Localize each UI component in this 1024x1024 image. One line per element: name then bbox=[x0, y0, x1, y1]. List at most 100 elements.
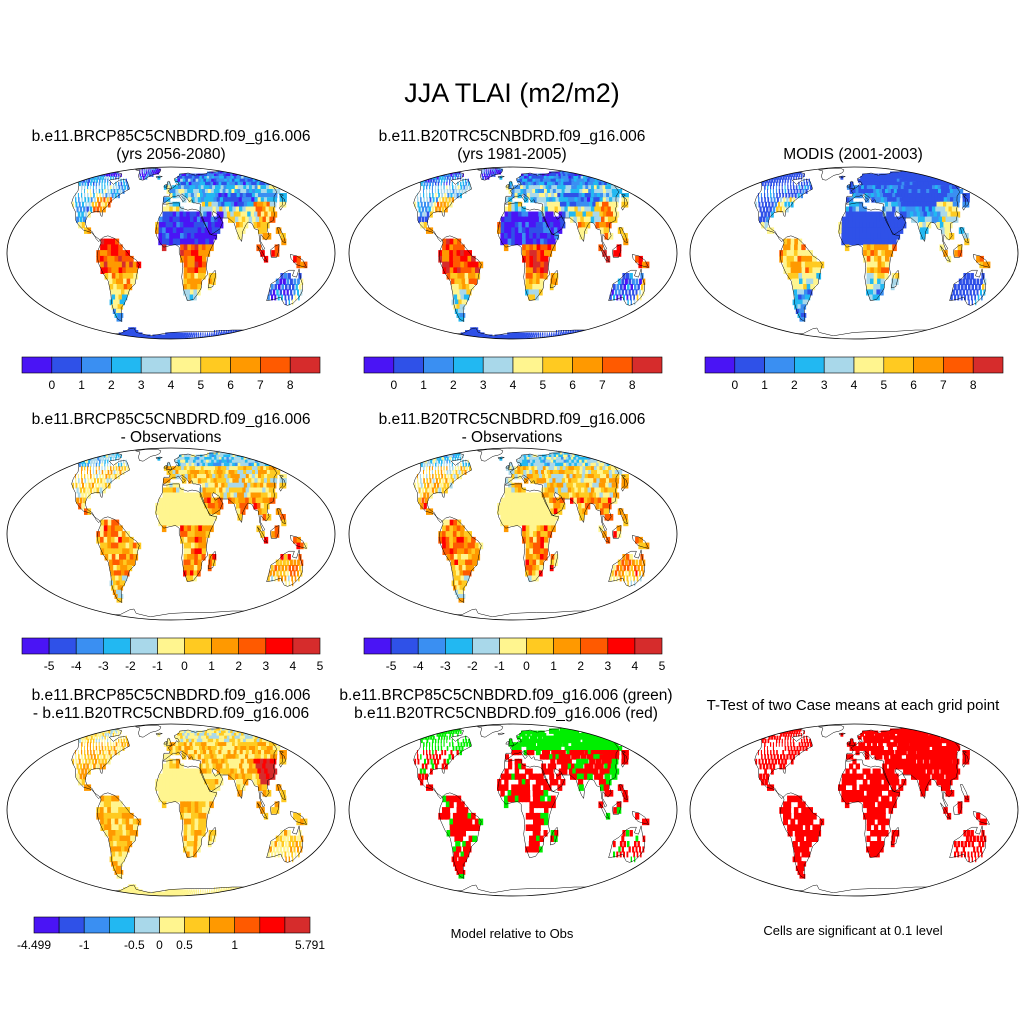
colorbar-box bbox=[200, 356, 231, 374]
map-border bbox=[348, 166, 678, 340]
panel-4-map bbox=[6, 447, 336, 621]
map-border bbox=[6, 166, 336, 340]
coastline bbox=[949, 268, 986, 306]
colorbar-tick-label: -2 bbox=[467, 659, 478, 673]
coastline bbox=[96, 516, 140, 604]
coastline bbox=[266, 268, 303, 306]
panel-6-title-line-1: b.e11.BRCP85C5CNBDRD.f09_g16.006 bbox=[31, 687, 311, 704]
coastline bbox=[166, 180, 173, 190]
coastline bbox=[163, 184, 168, 188]
panel-7-caption: Model relative to Obs bbox=[450, 926, 574, 941]
panel-5-map bbox=[348, 447, 678, 621]
coastline bbox=[289, 254, 308, 268]
colorbar-tick-label: 4 bbox=[632, 659, 639, 673]
colorbar-box bbox=[260, 356, 291, 374]
colorbar-tick-label: 4 bbox=[290, 659, 297, 673]
panel-6-colorbar: -4.499 -1 -0.5 0 0.5 1 5.791 bbox=[17, 916, 325, 952]
coastline bbox=[608, 268, 645, 306]
colorbar-box bbox=[21, 637, 50, 655]
coastline bbox=[207, 550, 216, 570]
panel-8-title-line-1: T-Test of two Case means at each grid po… bbox=[706, 697, 1000, 714]
map-field bbox=[743, 724, 999, 896]
coastline bbox=[162, 450, 286, 532]
coastline bbox=[96, 235, 140, 323]
colorbar-box bbox=[211, 637, 240, 655]
colorbar-box bbox=[631, 356, 663, 374]
coastline bbox=[818, 167, 845, 181]
coastline bbox=[277, 508, 286, 525]
colorbar-tick-label: 5 bbox=[539, 378, 546, 392]
coastline bbox=[477, 724, 504, 738]
colorbar-box bbox=[111, 356, 142, 374]
coastline bbox=[61, 171, 131, 242]
coastline bbox=[504, 450, 628, 532]
coastline bbox=[278, 193, 286, 211]
colorbar-tick-label: 5 bbox=[197, 378, 204, 392]
colorbar-tick-label: 1 bbox=[231, 938, 238, 952]
coastline bbox=[504, 169, 628, 251]
colorbar-box bbox=[58, 916, 85, 934]
colorbar-box bbox=[542, 356, 573, 374]
coastline bbox=[497, 483, 560, 582]
colorbar-box bbox=[265, 637, 294, 655]
colorbar-tick-label: 6 bbox=[569, 378, 576, 392]
coastline bbox=[849, 737, 856, 747]
panel-8-title: T-Test of two Case means at each grid po… bbox=[682, 697, 1024, 715]
coastline bbox=[549, 826, 558, 846]
coastline bbox=[289, 535, 308, 549]
panel-1-title-line-1: b.e11.BRCP85C5CNBDRD.f09_g16.006 bbox=[31, 128, 311, 145]
colorbar-box bbox=[913, 356, 944, 374]
coastline bbox=[620, 193, 628, 211]
coastline bbox=[277, 784, 286, 801]
colorbar-tick-label: -4.499 bbox=[17, 938, 51, 952]
colorbar-box bbox=[363, 356, 395, 374]
coastline bbox=[779, 792, 823, 880]
coastline bbox=[505, 184, 510, 188]
coastline bbox=[612, 525, 622, 539]
panel-3-title: MODIS (2001-2003) bbox=[682, 146, 1024, 164]
panel-3-colorbar: 0 1 2 3 4 5 6 7 8 bbox=[704, 356, 1004, 392]
coastline bbox=[838, 175, 846, 179]
colorbar-box bbox=[75, 637, 104, 655]
coastline bbox=[845, 726, 969, 808]
coastline bbox=[257, 245, 268, 263]
coastline bbox=[504, 726, 628, 808]
colorbar-tick-label: 5.791 bbox=[295, 938, 325, 952]
map-field bbox=[402, 167, 658, 339]
colorbar-box bbox=[184, 916, 210, 934]
coastline bbox=[508, 737, 515, 747]
colorbar-tick-label: 4 bbox=[851, 378, 858, 392]
coastline bbox=[61, 452, 131, 523]
map-border bbox=[6, 447, 336, 621]
colorbar-box bbox=[764, 356, 795, 374]
coastline bbox=[155, 456, 163, 460]
coastline bbox=[631, 811, 650, 825]
map-border bbox=[6, 723, 336, 897]
coastline bbox=[403, 452, 473, 523]
colorbar-box bbox=[499, 637, 527, 655]
coastline bbox=[953, 244, 963, 258]
coastline bbox=[438, 516, 482, 604]
coastline bbox=[266, 549, 303, 587]
coastline bbox=[608, 825, 645, 863]
coastline bbox=[61, 728, 131, 799]
colorbar-tick-label: 8 bbox=[629, 378, 636, 392]
coastline bbox=[166, 737, 173, 747]
panel-3-map bbox=[689, 166, 1019, 340]
coastline bbox=[608, 549, 645, 587]
coastline bbox=[838, 202, 901, 301]
coastline bbox=[257, 802, 268, 820]
coastline bbox=[403, 171, 473, 242]
colorbar-box bbox=[234, 916, 261, 934]
colorbar-box bbox=[512, 356, 544, 374]
colorbar-box bbox=[209, 916, 236, 934]
coastline bbox=[438, 235, 482, 323]
panel-2-colorbar: 0 1 2 3 4 5 6 7 8 bbox=[363, 356, 663, 392]
panel-7-title: b.e11.BRCP85C5CNBDRD.f09_g16.006 (green)… bbox=[330, 687, 682, 723]
coastline bbox=[838, 732, 846, 736]
colorbar-box bbox=[363, 637, 392, 655]
panel-4-title-line-2: - Observations bbox=[120, 429, 222, 446]
panel-4-title: b.e11.BRCP85C5CNBDRD.f09_g16.006 - Obser… bbox=[0, 411, 342, 447]
coastline bbox=[497, 759, 560, 858]
colorbar-tick-label: -0.5 bbox=[124, 938, 145, 952]
